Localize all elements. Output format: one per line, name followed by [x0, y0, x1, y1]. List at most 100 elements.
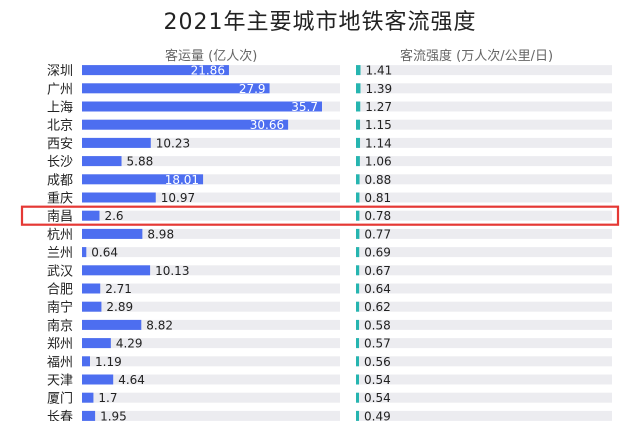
row-band-left [82, 137, 340, 148]
row-band-right [356, 228, 612, 239]
highlight-box [20, 205, 620, 226]
volume-value-label: 2.71 [105, 282, 132, 296]
intensity-bar [356, 265, 360, 276]
row-band-right [356, 210, 612, 221]
volume-bar [82, 192, 156, 203]
volume-bar [82, 356, 90, 367]
category-label: 合肥 [47, 283, 73, 298]
volume-value-label: 27.9 [239, 82, 266, 96]
volume-value-label: 2.6 [104, 209, 123, 223]
intensity-bar [356, 374, 359, 385]
volume-value-label: 1.95 [100, 409, 127, 421]
row-band-right [356, 392, 612, 403]
row-band-right [356, 265, 612, 276]
intensity-bar [356, 137, 361, 148]
category-label: 厦门 [47, 392, 73, 407]
intensity-bar [356, 174, 360, 185]
volume-value-label: 10.97 [161, 191, 195, 205]
intensity-value-label: 0.57 [364, 337, 391, 351]
row-band-right [356, 247, 612, 258]
volume-value-label: 2.89 [106, 300, 133, 314]
intensity-value-label: 0.88 [365, 173, 392, 187]
intensity-value-label: 0.81 [364, 191, 391, 205]
intensity-bar [356, 83, 361, 94]
category-label: 北京 [47, 119, 73, 134]
intensity-bar [356, 156, 360, 167]
category-label: 南京 [47, 318, 73, 334]
category-label: 福州 [47, 355, 73, 370]
category-label: 长春 [47, 410, 73, 421]
volume-bar [82, 265, 151, 276]
intensity-bar [356, 192, 360, 203]
row-band-right [356, 83, 612, 94]
intensity-value-label: 0.58 [364, 318, 391, 332]
category-label: 杭州 [47, 228, 73, 243]
row-band-right [356, 101, 612, 112]
volume-bar [82, 338, 111, 349]
intensity-bar [356, 65, 361, 76]
volume-value-label: 4.64 [118, 373, 145, 387]
volume-bar [82, 83, 270, 94]
row-band-right [356, 174, 612, 185]
row-band-right [356, 319, 612, 330]
row-band-left [82, 192, 340, 203]
category-label: 天津 [47, 374, 73, 389]
row-band-left [82, 247, 340, 258]
volume-bar [82, 247, 87, 258]
volume-value-label: 8.98 [147, 227, 174, 241]
volume-value-label: 0.64 [91, 246, 118, 260]
volume-bar [82, 410, 96, 421]
volume-bar [82, 101, 322, 112]
intensity-value-label: 0.49 [364, 409, 391, 421]
volume-bar [82, 228, 143, 239]
category-label: 重庆 [47, 191, 73, 207]
row-band-right [356, 374, 612, 385]
intensity-column-header: 客流强度 (万人次/公里/日) [400, 49, 554, 64]
row-band-left [82, 356, 340, 367]
category-label: 武汉 [47, 264, 73, 279]
row-band-left [82, 301, 340, 312]
category-label: 广州 [47, 82, 73, 97]
volume-value-label: 5.88 [127, 155, 154, 169]
category-label: 南昌 [47, 209, 73, 225]
intensity-value-label: 0.62 [364, 300, 391, 314]
row-band-right [356, 338, 612, 349]
intensity-value-label: 0.56 [364, 355, 391, 369]
volume-bar [82, 210, 100, 221]
intensity-value-label: 0.77 [364, 227, 391, 241]
volume-value-label: 1.7 [98, 391, 117, 405]
row-band-right [356, 156, 612, 167]
volume-value-label: 1.19 [95, 355, 122, 369]
volume-bar [82, 301, 102, 312]
volume-value-label: 10.23 [156, 136, 190, 150]
volume-value-label: 21.86 [191, 64, 225, 78]
row-band-left [82, 265, 340, 276]
intensity-bar [356, 283, 360, 294]
row-band-left [82, 283, 340, 294]
row-band-left [82, 228, 340, 239]
intensity-value-label: 1.06 [365, 155, 392, 169]
intensity-bar [356, 210, 360, 221]
volume-bar [82, 156, 122, 167]
volume-bar [82, 174, 204, 185]
volume-bar [82, 283, 101, 294]
intensity-bar [356, 101, 361, 112]
volume-value-label: 30.66 [250, 118, 284, 132]
row-band-right [356, 119, 612, 130]
intensity-bar [356, 119, 361, 130]
row-band-left [82, 410, 340, 421]
row-band-right [356, 137, 612, 148]
volume-value-label: 18.01 [165, 173, 199, 187]
row-band-left [82, 210, 340, 221]
intensity-value-label: 0.78 [364, 209, 391, 223]
volume-bar [82, 392, 94, 403]
category-label: 上海 [47, 101, 73, 116]
intensity-bar [356, 228, 360, 239]
row-band-right [356, 410, 612, 421]
volume-value-label: 8.82 [146, 318, 173, 332]
volume-bar [82, 65, 229, 76]
intensity-value-label: 1.39 [365, 82, 392, 96]
volume-bar [82, 119, 289, 130]
volume-column-header: 客运量 (亿人次) [165, 49, 258, 64]
